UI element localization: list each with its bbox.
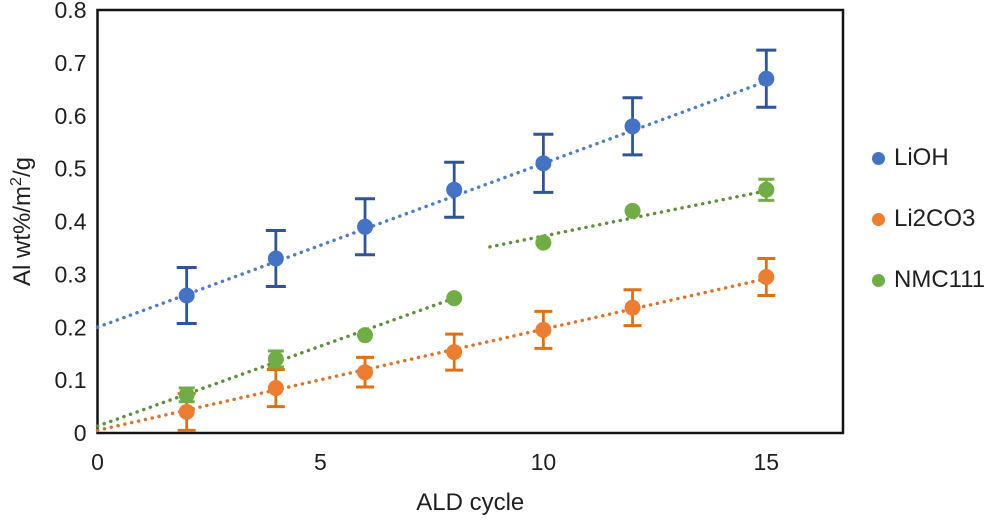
y-tick-label: 0.1 — [55, 367, 87, 393]
data-point-NMC111 — [178, 386, 195, 403]
data-point-Li2CO3 — [624, 299, 641, 316]
data-point-LiOH — [357, 218, 374, 235]
data-point-Li2CO3 — [535, 321, 552, 338]
data-point-Li2CO3 — [267, 380, 284, 397]
y-tick-label: 0.2 — [55, 314, 87, 340]
chart-legend: LiOH Li2CO3 NMC111 — [872, 145, 985, 328]
y-axis-title: Al wt%/m2/g — [8, 157, 36, 286]
x-tick-label: 5 — [314, 449, 327, 475]
data-point-NMC111 — [357, 327, 374, 344]
data-point-LiOH — [535, 155, 552, 172]
trendline — [488, 189, 769, 249]
trendline — [95, 79, 769, 329]
data-point-NMC111 — [758, 181, 775, 198]
x-tick-label: 15 — [754, 449, 780, 475]
x-tick-label: 10 — [531, 449, 557, 475]
data-point-LiOH — [624, 118, 641, 135]
data-point-Li2CO3 — [178, 403, 195, 420]
y-axis-tick-labels: 0 0.1 0.2 0.3 0.4 0.5 0.6 0.7 0.8 — [55, 0, 87, 446]
legend-marker-icon — [872, 212, 885, 226]
series-NMC111 — [95, 177, 775, 428]
data-point-LiOH — [267, 250, 284, 267]
y-tick-label: 0.8 — [55, 0, 87, 23]
data-point-NMC111 — [624, 202, 641, 219]
data-point-NMC111 — [535, 234, 552, 251]
legend-item-NMC111: NMC111 — [872, 267, 985, 293]
series-Li2CO3 — [95, 257, 776, 433]
legend-item-LiOH: LiOH — [872, 145, 985, 171]
y-tick-label: 0.7 — [55, 50, 87, 76]
legend-item-Li2CO3: Li2CO3 — [872, 206, 985, 232]
legend-label: Li2CO3 — [894, 205, 976, 232]
y-tick-label: 0.4 — [55, 209, 87, 235]
x-axis-tick-labels: 0 5 10 15 — [91, 449, 779, 475]
data-point-NMC111 — [267, 350, 284, 367]
legend-marker-icon — [872, 151, 885, 165]
data-point-LiOH — [178, 287, 195, 304]
series-LiOH — [95, 48, 777, 329]
y-tick-label: 0.6 — [55, 103, 87, 129]
trendline — [95, 276, 769, 433]
legend-label: NMC111 — [894, 266, 986, 293]
x-axis-title: ALD cycle — [416, 489, 524, 516]
data-point-LiOH — [758, 70, 775, 87]
data-point-LiOH — [446, 181, 463, 198]
y-tick-label: 0.5 — [55, 156, 87, 182]
y-tick-label: 0.3 — [55, 261, 87, 287]
y-tick-label: 0 — [74, 420, 87, 446]
data-point-NMC111 — [446, 290, 463, 307]
plot-border — [96, 8, 845, 435]
legend-marker-icon — [872, 273, 885, 287]
data-point-Li2CO3 — [758, 269, 775, 286]
data-point-Li2CO3 — [446, 344, 463, 361]
data-point-Li2CO3 — [357, 364, 374, 381]
legend-label: LiOH — [894, 144, 949, 171]
x-tick-label: 0 — [91, 449, 104, 475]
